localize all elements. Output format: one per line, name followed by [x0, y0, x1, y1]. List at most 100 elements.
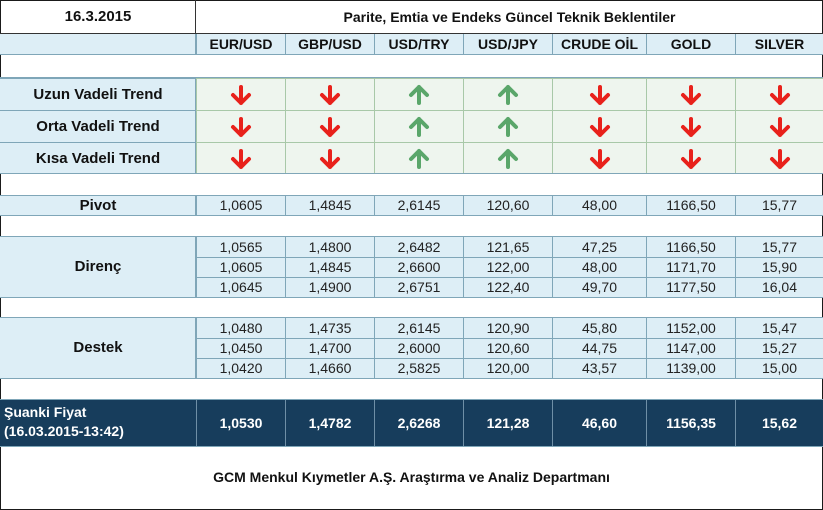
arrow-down-icon: [681, 148, 701, 169]
report-date: 16.3.2015: [64, 8, 132, 25]
current-price-band: Şuanki Fiyat (16.03.2015-13:42): [0, 400, 823, 446]
report-title: Parite, Emtia ve Endeks Güncel Teknik Be…: [343, 9, 676, 25]
destek-cell-value: 1,0480: [219, 320, 263, 336]
arrow-up-icon: [409, 84, 429, 105]
direnc-cell-value: 1,4845: [308, 259, 352, 275]
direnc-cell-value: 1,0565: [219, 239, 263, 255]
arrow-down-icon: [320, 84, 340, 105]
current-price-cell: 1156,35: [646, 400, 735, 446]
trend-cell: [285, 142, 374, 174]
column-header-label: EUR/USD: [209, 36, 273, 52]
trend-row: [196, 142, 823, 174]
destek-cell-value: 43,57: [581, 360, 618, 376]
column-header-label: USD/JPY: [478, 36, 538, 52]
destek-cell: 120,90: [463, 318, 552, 338]
arrow-down-icon: [769, 84, 790, 105]
destek-cell: 1152,00: [646, 318, 735, 338]
trend-label-cell: Kısa Vadeli Trend: [0, 142, 196, 174]
direnc-cell-value: 15,77: [761, 239, 798, 255]
trend-label: Uzun Vadeli Trend: [33, 86, 163, 103]
column-header: CRUDE OİL: [552, 34, 646, 54]
direnc-cell-value: 2,6751: [397, 279, 441, 295]
arrow-up-icon: [409, 148, 429, 169]
destek-cell: 1,4660: [285, 358, 374, 378]
column-header: EUR/USD: [196, 34, 285, 54]
destek-cell-value: 1,4660: [308, 360, 352, 376]
pivot-cell-value: 1,0605: [219, 197, 263, 213]
destek-cell: 1,0480: [196, 318, 285, 338]
direnc-cell: 1,0565: [196, 237, 285, 257]
direnc-cell-value: 1,4900: [308, 279, 352, 295]
trend-cell: [552, 142, 646, 174]
pivot-cell-value: 2,6145: [397, 197, 441, 213]
row-divider: [196, 257, 823, 258]
pivot-cell-value: 1166,50: [666, 197, 716, 213]
trend-cell: [646, 110, 735, 142]
column-header-label: GOLD: [670, 36, 712, 52]
direnc-cell-value: 47,25: [581, 239, 618, 255]
destek-cell: 1,4735: [285, 318, 374, 338]
destek-cell: 1,0450: [196, 338, 285, 358]
destek-cell: 15,27: [735, 338, 823, 358]
direnc-cell-value: 122,40: [486, 279, 530, 295]
pivot-cell-value: 15,77: [761, 197, 798, 213]
direnc-label: Direnç: [74, 258, 122, 275]
row-divider: [0, 215, 823, 216]
current-price-cell: 1,4782: [285, 400, 374, 446]
destek-cell-value: 2,6145: [397, 320, 441, 336]
row-divider: [0, 317, 823, 318]
destek-cell: 1,0420: [196, 358, 285, 378]
arrow-down-icon: [589, 84, 610, 105]
direnc-cell-value: 122,00: [486, 259, 530, 275]
destek-label: Destek: [73, 339, 123, 356]
column-divider: [195, 318, 196, 378]
destek-cell-value: 120,90: [486, 320, 530, 336]
direnc-cell: 122,40: [463, 277, 552, 297]
column-divider: [195, 78, 196, 174]
current-price-timestamp: (16.03.2015-13:42): [4, 423, 124, 439]
pivot-cell: 2,6145: [374, 196, 463, 215]
pivot-cell: 1,4845: [285, 196, 374, 215]
direnc-row: 1,0645 1,4900 2,6751 122,40 49,70 1177,50 16,0…: [196, 277, 823, 297]
pivot-row: 1,0605 1,4845 2,6145 120,60 48,00 1166,50 15,7…: [196, 196, 823, 215]
destek-cell: 2,6145: [374, 318, 463, 338]
current-price-cell: 2,6268: [374, 400, 463, 446]
destek-cell: 44,75: [552, 338, 646, 358]
pivot-label-cell: Pivot: [0, 196, 196, 215]
arrow-down-icon: [320, 148, 340, 169]
direnc-cell-value: 121,65: [486, 239, 530, 255]
arrow-down-icon: [769, 148, 790, 169]
column-header: GBP/USD: [285, 34, 374, 54]
destek-cell: 120,00: [463, 358, 552, 378]
row-divider: [0, 297, 823, 298]
destek-cell: 15,00: [735, 358, 823, 378]
row-divider: [196, 277, 823, 278]
column-header-row: [0, 34, 823, 54]
destek-cell-value: 2,5825: [397, 360, 441, 376]
direnc-cell-value: 2,6482: [397, 239, 441, 255]
direnc-cell: 1177,50: [646, 277, 735, 297]
current-price-cell-value: 1156,35: [666, 415, 716, 431]
trend-cell: [463, 110, 552, 142]
destek-row: 1,0450 1,4700 2,6000 120,60 44,75 1147,00 15,2…: [196, 338, 823, 358]
current-price-row: 1,0530 1,4782 2,6268 121,28 46,60 1156,35 15,6…: [196, 400, 823, 446]
arrow-up-icon: [498, 84, 518, 105]
trend-label: Kısa Vadeli Trend: [35, 150, 161, 167]
footer-text: GCM Menkul Kıymetler A.Ş. Araştırma ve A…: [213, 469, 610, 485]
title-cell: Parite, Emtia ve Endeks Güncel Teknik Be…: [196, 0, 823, 34]
destek-cell-value: 15,47: [761, 320, 798, 336]
direnc-cell: 48,00: [552, 257, 646, 277]
direnc-cell-value: 1166,50: [666, 239, 716, 255]
row-divider: [0, 399, 823, 400]
column-header: USD/JPY: [463, 34, 552, 54]
destek-row: 1,0480 1,4735 2,6145 120,90 45,80 1152,00 15,4…: [196, 318, 823, 338]
destek-cell-value: 45,80: [581, 320, 618, 336]
pivot-cell-value: 48,00: [581, 197, 618, 213]
direnc-cell-value: 15,90: [761, 259, 798, 275]
trend-cell: [735, 110, 823, 142]
column-divider: [195, 237, 196, 297]
destek-cell-value: 1,4735: [308, 320, 352, 336]
direnc-cell: 15,77: [735, 237, 823, 257]
destek-cell: 1147,00: [646, 338, 735, 358]
column-headers: EUR/USD GBP/USD USD/TRY USD/JPY CRUDE OİL GOL…: [196, 34, 823, 54]
